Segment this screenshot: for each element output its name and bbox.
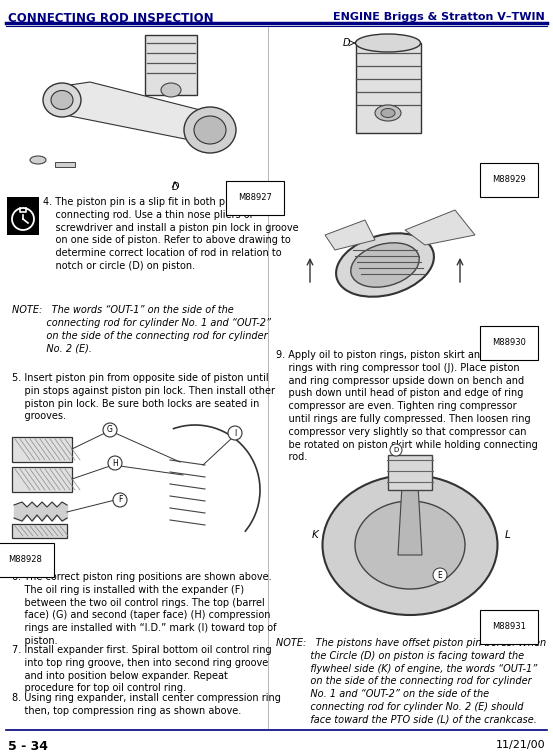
Text: 9. Apply oil to piston rings, piston skirt and compress
    rings with ring comp: 9. Apply oil to piston rings, piston ski… (276, 350, 538, 462)
Bar (12, 524, 67, 538)
Circle shape (433, 568, 447, 582)
Text: F: F (118, 495, 122, 504)
Text: 8. Using ring expander, install center compression ring
    then, top compressio: 8. Using ring expander, install center c… (12, 693, 281, 716)
Ellipse shape (381, 109, 395, 118)
Ellipse shape (375, 105, 401, 121)
Bar (12, 467, 72, 492)
Ellipse shape (356, 34, 420, 52)
Bar (5, 27, 267, 195)
Bar (272, 27, 548, 195)
Circle shape (108, 456, 122, 470)
Text: 11/21/00: 11/21/00 (495, 740, 545, 750)
Bar (12, 437, 72, 462)
Bar (7, 197, 39, 235)
Ellipse shape (355, 501, 465, 589)
Ellipse shape (161, 83, 181, 97)
Text: I: I (234, 428, 236, 437)
Text: 5. Insert piston pin from opposite side of piston until
    pin stops against pi: 5. Insert piston pin from opposite side … (12, 373, 275, 421)
Text: 4. The piston pin is a slip fit in both piston and
    connecting rod. Use a thi: 4. The piston pin is a slip fit in both … (43, 197, 299, 271)
Circle shape (390, 444, 402, 456)
Bar (272, 455, 548, 630)
Ellipse shape (43, 83, 81, 117)
Text: 5 - 34: 5 - 34 (8, 740, 48, 753)
Polygon shape (398, 485, 422, 555)
Ellipse shape (322, 475, 498, 615)
Polygon shape (50, 82, 220, 145)
Text: L: L (505, 530, 511, 540)
Text: D: D (393, 447, 399, 453)
Bar (145, 35, 197, 95)
Bar (356, 43, 421, 133)
Text: D: D (342, 38, 349, 48)
Text: M88927: M88927 (238, 193, 272, 202)
Text: M88931: M88931 (492, 622, 526, 631)
Circle shape (228, 426, 242, 440)
Text: ENGINE Briggs & Stratton V–TWIN: ENGINE Briggs & Stratton V–TWIN (333, 12, 545, 22)
Text: E: E (437, 571, 442, 580)
Text: 6. The correct piston ring positions are shown above.
    The oil ring is instal: 6. The correct piston ring positions are… (12, 572, 276, 646)
Text: K: K (312, 530, 319, 540)
Bar (388, 455, 432, 490)
Text: H: H (112, 458, 118, 467)
Circle shape (113, 493, 127, 507)
Text: M88929: M88929 (492, 175, 526, 184)
Ellipse shape (336, 233, 434, 297)
Text: M88930: M88930 (492, 338, 526, 347)
Text: NOTE:   The words “OUT-1” on the side of the
           connecting rod for cylin: NOTE: The words “OUT-1” on the side of t… (12, 305, 271, 354)
Text: CONNECTING ROD INSPECTION: CONNECTING ROD INSPECTION (8, 12, 213, 25)
Circle shape (103, 423, 117, 437)
Text: NOTE:   The pistons have offset piston pin bores. When
           the Circle (D): NOTE: The pistons have offset piston pin… (276, 638, 546, 725)
Ellipse shape (30, 156, 46, 164)
Text: 7. Install expander first. Spiral bottom oil control ring
    into top ring groo: 7. Install expander first. Spiral bottom… (12, 645, 272, 694)
Polygon shape (325, 220, 375, 250)
Bar (55, 162, 75, 167)
Ellipse shape (194, 116, 226, 144)
Ellipse shape (351, 243, 419, 287)
Ellipse shape (184, 107, 236, 153)
Bar (5, 420, 267, 568)
Text: M88928: M88928 (8, 555, 42, 564)
Text: G: G (107, 425, 113, 434)
Ellipse shape (51, 90, 73, 109)
Polygon shape (405, 210, 475, 245)
Bar (272, 195, 548, 345)
Text: D: D (171, 182, 179, 192)
